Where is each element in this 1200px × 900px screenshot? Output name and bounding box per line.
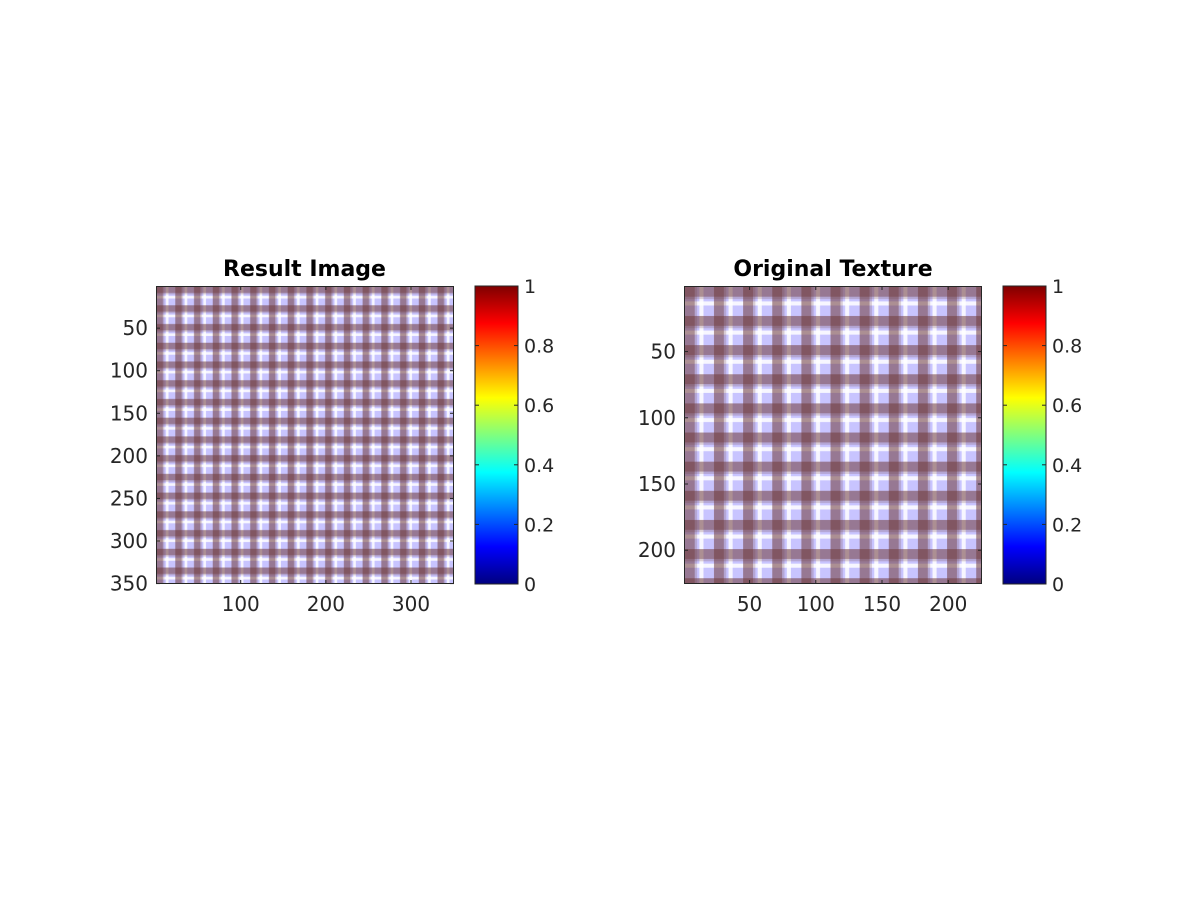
original-texture-y-axis: 50 100 150 200 — [638, 340, 982, 562]
x-tick-label: 200 — [307, 592, 345, 616]
result-image-image — [156, 286, 454, 584]
colorbar-tick-label: 0.8 — [1052, 336, 1082, 358]
y-tick-label: 200 — [638, 538, 676, 562]
y-tick-label: 250 — [110, 486, 148, 510]
chart-title-original-texture: Original Texture — [733, 257, 932, 282]
result-image-axes-frame — [156, 286, 454, 584]
original-texture-x-axis: 50 100 150 200 — [737, 286, 967, 616]
colorbar-tick-label: 0.4 — [1052, 455, 1082, 477]
y-tick-label: 350 — [110, 572, 148, 596]
y-tick-label: 300 — [110, 529, 148, 553]
colorbar-tick-label: 0.2 — [524, 514, 554, 536]
colorbar-tick-label: 0.6 — [524, 395, 554, 417]
original-texture-axes-frame — [684, 286, 982, 584]
colorbar-tick-label: 0.6 — [1052, 395, 1082, 417]
y-tick-label: 200 — [110, 444, 148, 468]
colorbar-tick-label: 1 — [524, 276, 536, 298]
original-texture-colorbar: 0 0.2 0.4 0.6 0.8 1 — [1002, 276, 1082, 596]
x-tick-label: 300 — [392, 592, 430, 616]
result-image-panel: Result Image 50 100 150 200 250 300 350 100 200… — [110, 257, 554, 616]
colorbar-tick-label: 0.8 — [524, 336, 554, 358]
colorbar-tick-label: 1 — [1052, 276, 1064, 298]
x-tick-label: 150 — [863, 592, 901, 616]
x-tick-label: 50 — [737, 592, 762, 616]
y-tick-label: 100 — [638, 406, 676, 430]
x-tick-label: 100 — [797, 592, 835, 616]
colorbar-gradient — [1002, 285, 1047, 585]
colorbar-tick-label: 0 — [524, 574, 536, 596]
original-texture-panel: Original Texture 50 100 150 200 50 100 150 200… — [638, 257, 1082, 616]
y-tick-label: 50 — [123, 316, 148, 340]
colorbar-tick-label: 0.2 — [1052, 514, 1082, 536]
original-texture-heatmap — [684, 286, 982, 584]
y-tick-label: 100 — [110, 359, 148, 383]
colorbar-gradient — [474, 285, 519, 585]
result-image-colorbar: 0 0.2 0.4 0.6 0.8 1 — [474, 276, 554, 596]
colorbar-tick-label: 0 — [1052, 574, 1064, 596]
y-tick-label: 150 — [638, 472, 676, 496]
y-tick-label: 150 — [110, 401, 148, 425]
colorbar-tick-label: 0.4 — [524, 455, 554, 477]
result-image-y-axis: 50 100 150 200 250 300 350 — [110, 316, 454, 596]
y-tick-label: 50 — [651, 340, 676, 364]
x-tick-label: 100 — [222, 592, 260, 616]
original-texture-image — [684, 286, 982, 584]
chart-title-result-image: Result Image — [223, 257, 386, 282]
x-tick-label: 200 — [929, 592, 967, 616]
result-image-x-axis: 100 200 300 — [222, 286, 430, 616]
result-image-heatmap — [156, 286, 454, 584]
